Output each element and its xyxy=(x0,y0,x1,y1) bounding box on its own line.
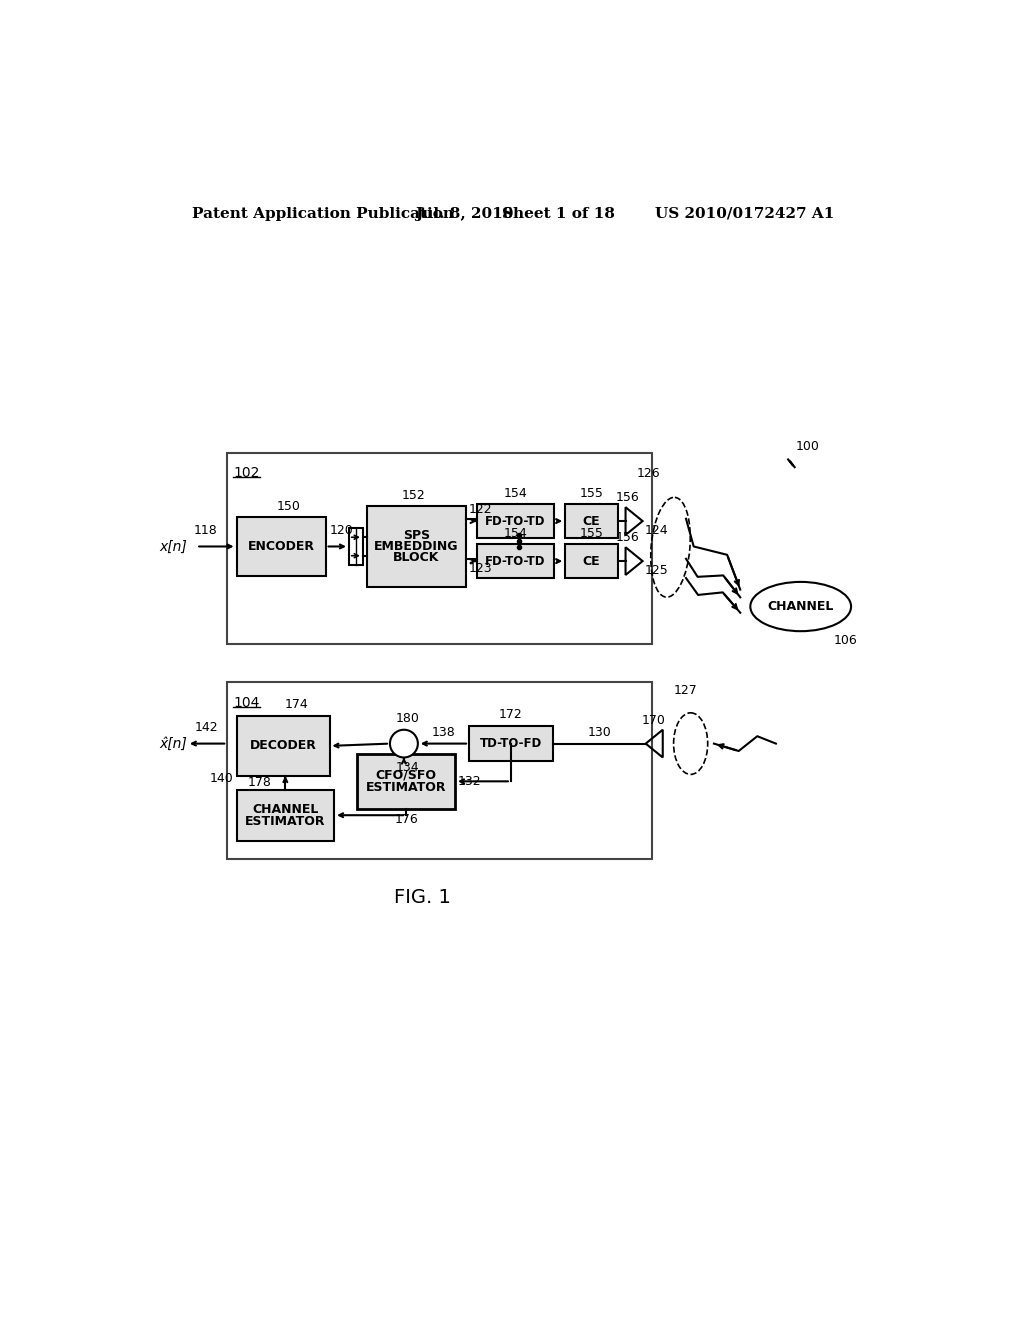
Bar xyxy=(477,544,554,578)
Text: FD-TO-TD: FD-TO-TD xyxy=(485,515,546,528)
Text: 102: 102 xyxy=(233,466,260,480)
Text: 140: 140 xyxy=(210,772,233,785)
Text: 106: 106 xyxy=(834,635,857,647)
Text: 104: 104 xyxy=(233,696,260,710)
Text: FD-TO-TD: FD-TO-TD xyxy=(485,554,546,568)
Text: 122: 122 xyxy=(469,503,493,516)
Bar xyxy=(565,504,617,539)
Text: Patent Application Publication: Patent Application Publication xyxy=(193,207,455,220)
Bar xyxy=(237,517,326,576)
Text: x̂[n]: x̂[n] xyxy=(159,737,187,751)
Text: EMBEDDING: EMBEDDING xyxy=(374,540,459,553)
Ellipse shape xyxy=(751,582,851,631)
Text: 132: 132 xyxy=(458,775,481,788)
Text: US 2010/0172427 A1: US 2010/0172427 A1 xyxy=(655,207,835,220)
Bar xyxy=(357,754,455,809)
Bar xyxy=(367,507,466,586)
Bar xyxy=(237,715,330,776)
Text: 154: 154 xyxy=(504,487,527,499)
Bar xyxy=(349,528,362,565)
Text: 156: 156 xyxy=(616,491,640,504)
Text: 127: 127 xyxy=(674,684,698,697)
Text: 172: 172 xyxy=(499,709,522,721)
Text: SPS: SPS xyxy=(402,529,430,543)
Text: 130: 130 xyxy=(588,726,611,739)
Bar xyxy=(477,504,554,539)
Text: 170: 170 xyxy=(641,714,666,726)
Text: CFO/SFO: CFO/SFO xyxy=(376,768,436,781)
Bar xyxy=(227,453,652,644)
Text: 152: 152 xyxy=(401,488,425,502)
Text: 120: 120 xyxy=(330,524,353,537)
Text: 154: 154 xyxy=(504,527,527,540)
Text: Sheet 1 of 18: Sheet 1 of 18 xyxy=(502,207,614,220)
Text: CE: CE xyxy=(583,515,600,528)
Text: ×: × xyxy=(396,735,412,752)
Text: 100: 100 xyxy=(796,440,820,453)
Text: 134: 134 xyxy=(396,760,420,774)
Text: 125: 125 xyxy=(645,564,669,577)
Text: 138: 138 xyxy=(431,726,456,739)
Text: Jul. 8, 2010: Jul. 8, 2010 xyxy=(415,207,513,220)
Text: 155: 155 xyxy=(580,487,603,499)
Circle shape xyxy=(390,730,418,758)
Text: 176: 176 xyxy=(394,813,418,826)
Text: 155: 155 xyxy=(580,527,603,540)
Text: TD-TO-FD: TD-TO-FD xyxy=(479,737,542,750)
Text: 178: 178 xyxy=(248,776,271,789)
Bar xyxy=(469,726,553,762)
Text: FIG. 1: FIG. 1 xyxy=(394,888,451,907)
Text: DECODER: DECODER xyxy=(250,739,316,752)
Text: x[n]: x[n] xyxy=(159,540,187,553)
Bar xyxy=(237,789,334,841)
Text: CHANNEL: CHANNEL xyxy=(768,601,834,612)
Text: ESTIMATOR: ESTIMATOR xyxy=(245,814,326,828)
Text: 180: 180 xyxy=(396,711,420,725)
Text: ENCODER: ENCODER xyxy=(248,540,314,553)
Text: 174: 174 xyxy=(285,698,309,711)
Text: 123: 123 xyxy=(469,562,493,576)
Text: BLOCK: BLOCK xyxy=(393,550,439,564)
Text: ESTIMATOR: ESTIMATOR xyxy=(366,781,446,795)
Text: 150: 150 xyxy=(276,499,301,512)
Text: 142: 142 xyxy=(195,721,218,734)
Bar xyxy=(565,544,617,578)
Bar xyxy=(227,682,652,859)
Text: 124: 124 xyxy=(645,524,669,537)
Text: CE: CE xyxy=(583,554,600,568)
Text: 156: 156 xyxy=(616,531,640,544)
Text: CHANNEL: CHANNEL xyxy=(252,803,318,816)
Text: 118: 118 xyxy=(194,524,218,537)
Text: 126: 126 xyxy=(637,467,660,480)
